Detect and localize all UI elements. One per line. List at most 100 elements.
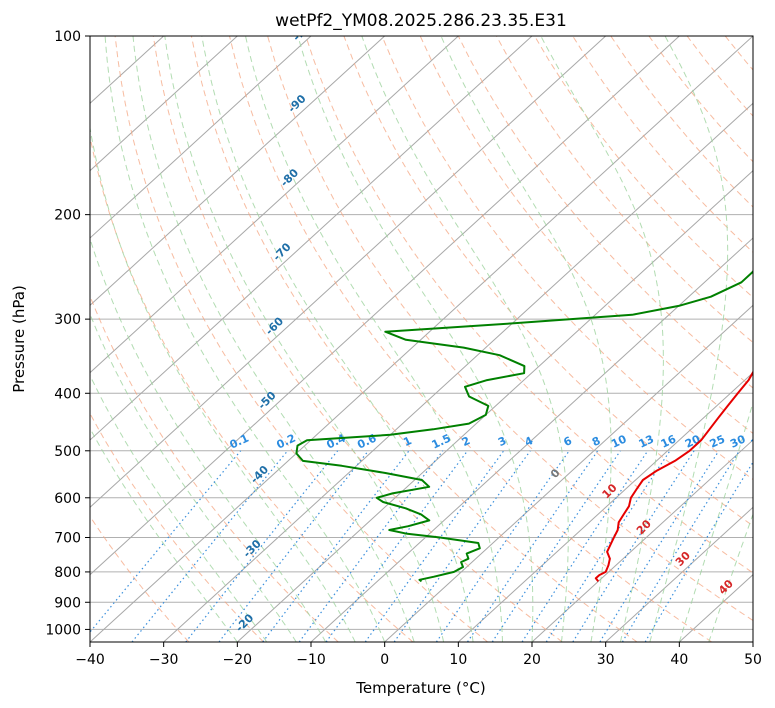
isotherm-label: 40 — [716, 577, 736, 597]
dry-adiabat — [610, 36, 753, 208]
moist-adiabat — [649, 36, 729, 642]
mixing-ratio-line — [545, 450, 671, 642]
dry-adiabat — [343, 36, 753, 527]
moist-adiabat — [708, 512, 753, 642]
mixing-ratio-line — [491, 450, 621, 642]
mixing-ratio-line — [572, 450, 695, 642]
isotherm-label: -30 — [241, 537, 264, 560]
y-tick-label: 900 — [54, 595, 81, 611]
y-axis: 100 200 300 400 500 600 700 800 900 1000 — [45, 29, 90, 638]
y-tick-label: 600 — [54, 491, 81, 507]
y-tick-label: 200 — [54, 208, 81, 224]
moist-adiabat — [90, 125, 356, 642]
dry-adiabat — [90, 134, 414, 642]
isotherm-label: -70 — [270, 240, 293, 263]
moist-adiabat — [440, 36, 612, 642]
mixing-ratio-line — [90, 450, 242, 633]
moist-adiabat — [361, 36, 569, 642]
mixing-ratio-label: 8 — [590, 434, 602, 449]
isotherm-label: -10 — [226, 685, 249, 708]
plot-area: 0.1 0.2 0.4 0.6 1 1.5 2 3 4 6 8 10 13 16 20 25 30 36-100-… — [90, 36, 775, 708]
isotherm-line — [90, 36, 312, 239]
mixing-ratio-label: 30 — [728, 432, 748, 450]
mixing-ratio-line — [393, 450, 531, 642]
isotherm-line — [163, 102, 753, 642]
mixing-ratio-line — [185, 450, 339, 642]
isotherm-line — [90, 36, 386, 307]
dry-adiabat — [90, 412, 264, 642]
isotherm-label: 30 — [673, 549, 693, 569]
mixing-ratio-line — [644, 461, 753, 642]
isotherm-line — [605, 506, 753, 642]
isotherm-line — [90, 36, 607, 509]
isotherm-line — [90, 36, 533, 441]
isotherm-line — [531, 439, 753, 642]
gridlines — [90, 36, 753, 642]
plot-frame — [89, 35, 754, 643]
dry-adiabat — [90, 294, 339, 642]
profiles — [295, 269, 753, 583]
moist-adiabat — [90, 374, 268, 642]
mixing-ratio-line — [435, 450, 570, 642]
x-tick-label: −20 — [223, 652, 253, 668]
mixing-ratio-line — [599, 450, 720, 642]
isotherm-line — [90, 36, 753, 642]
y-tick-label: 1000 — [45, 622, 81, 638]
x-tick-label: 40 — [670, 652, 688, 668]
x-tick-label: −30 — [149, 652, 179, 668]
moist-adiabat — [678, 401, 753, 642]
mixing-ratio-label: 13 — [637, 432, 656, 450]
mixing-ratio-label: 36 — [749, 432, 769, 450]
moist-adiabat — [245, 36, 503, 642]
x-axis-title: Temperature (°C) — [355, 679, 485, 697]
dry-adiabat — [152, 36, 563, 642]
moist-adiabat — [90, 312, 297, 642]
isotherm-line — [90, 36, 680, 576]
mixing-ratio-label: 1 — [401, 434, 413, 449]
dry-adiabat — [763, 36, 775, 642]
dry-adiabat — [90, 515, 190, 642]
y-tick-label: 400 — [54, 386, 81, 402]
mixing-ratio-line — [218, 450, 369, 642]
isotherm-line — [90, 36, 238, 172]
isotherm-line — [752, 641, 753, 642]
moist-adiabat — [132, 36, 415, 642]
y-tick-label: 500 — [54, 444, 81, 460]
mixing-ratio-line — [621, 450, 740, 642]
x-tick-label: 0 — [380, 652, 389, 668]
isotherm-label: -90 — [285, 92, 308, 115]
dry-adiabat — [457, 36, 753, 389]
mixing-ratio-label: 6 — [561, 434, 574, 449]
y-tick-label: 100 — [54, 29, 81, 45]
dry-adiabat — [648, 36, 753, 163]
isotherm-label: -50 — [255, 389, 278, 412]
isotherm-line — [90, 36, 459, 374]
x-tick-label: 20 — [523, 652, 541, 668]
mixing-ratio-line — [521, 450, 649, 642]
mixing-ratio-label: 0.4 — [325, 431, 348, 451]
isotherm-label: -60 — [263, 314, 286, 337]
dry-adiabat — [724, 36, 753, 71]
isotherm-label: 20 — [634, 517, 654, 537]
moist-adiabat — [297, 36, 534, 642]
dry-adiabat — [686, 36, 753, 117]
x-tick-label: −40 — [75, 652, 105, 668]
dry-adiabat — [381, 36, 753, 481]
dry-adiabat — [190, 36, 638, 642]
x-tick-label: 10 — [449, 652, 467, 668]
dry-adiabat — [495, 36, 753, 344]
y-tick-label: 300 — [54, 312, 81, 328]
mixing-ratio-label: 25 — [708, 432, 727, 450]
y-tick-label: 800 — [54, 565, 81, 581]
mixing-ratio-line — [262, 450, 410, 642]
mixing-ratio-label: 10 — [609, 432, 629, 450]
profile-series-0 — [594, 370, 753, 583]
mixing-ratio-line — [298, 450, 444, 642]
moist-adiabat — [90, 427, 238, 642]
isotherm-line — [457, 371, 753, 642]
x-tick-label: 30 — [597, 652, 615, 668]
x-tick-label: 50 — [744, 652, 762, 668]
moist-adiabat — [90, 236, 327, 642]
line-labels: 0.1 0.2 0.4 0.6 1 1.5 2 3 4 6 8 10 13 16 20 25 30 36-100-… — [226, 36, 769, 708]
